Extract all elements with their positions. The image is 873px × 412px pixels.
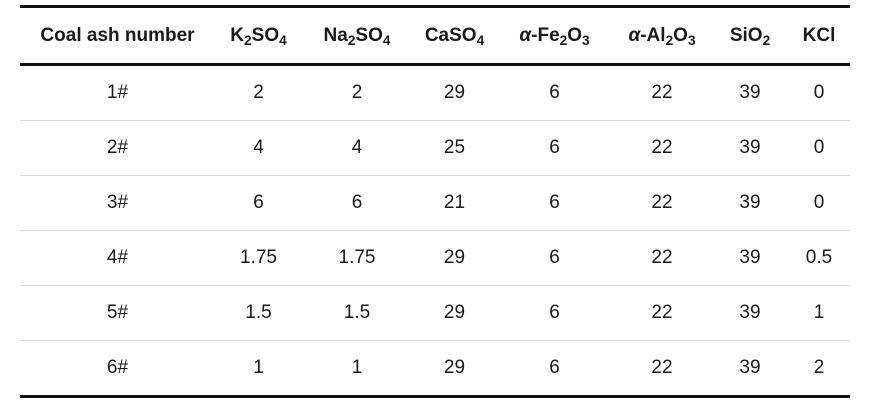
table-row: 6# 1 1 29 6 22 39 2: [20, 340, 850, 397]
cell-na2so4: 1: [351, 357, 363, 378]
cell-al2o3: 22: [651, 137, 673, 158]
cell-coal-ash-number: 4#: [106, 247, 129, 268]
cell-na2so4: 1.5: [343, 302, 371, 323]
cell-caso4: 29: [443, 302, 466, 323]
cell-al2o3: 22: [651, 247, 673, 268]
header-kcl: KCl: [802, 24, 836, 46]
header-caso4: CaSO4: [424, 24, 485, 48]
cell-coal-ash-number: 3#: [106, 192, 129, 213]
cell-kcl: 0.5: [805, 247, 833, 268]
cell-k2so4: 2: [253, 82, 264, 103]
cell-al2o3: 22: [651, 192, 673, 213]
cell-fe2o3: 6: [549, 302, 560, 323]
table-row: 4# 1.75 1.75 29 6 22 39 0.5: [20, 230, 850, 286]
cell-fe2o3: 6: [549, 137, 560, 158]
cell-na2so4: 4: [351, 137, 363, 158]
cell-coal-ash-number: 1#: [106, 82, 129, 103]
cell-fe2o3: 6: [549, 357, 560, 378]
cell-sio2: 39: [739, 302, 761, 323]
cell-sio2: 39: [739, 357, 761, 378]
cell-kcl: 2: [813, 357, 825, 378]
header-row: Coal ash number K2SO4 Na2SO4 CaSO4 α-Fe2…: [20, 6, 850, 65]
cell-al2o3: 22: [651, 302, 673, 323]
cell-coal-ash-number: 5#: [106, 302, 129, 323]
cell-k2so4: 4: [253, 137, 264, 158]
cell-caso4: 25: [443, 137, 466, 158]
header-sio2: SiO2: [729, 24, 771, 48]
cell-caso4: 29: [443, 357, 466, 378]
cell-na2so4: 1.75: [338, 247, 376, 268]
header-na2so4: Na2SO4: [323, 24, 391, 48]
cell-caso4: 29: [443, 247, 466, 268]
table-row: 1# 2 2 29 6 22 39 0: [20, 65, 850, 121]
cell-caso4: 21: [443, 192, 466, 213]
cell-fe2o3: 6: [549, 82, 560, 103]
coal-ash-composition-table: Coal ash number K2SO4 Na2SO4 CaSO4 α-Fe2…: [20, 5, 850, 398]
cell-kcl: 1: [813, 302, 825, 323]
cell-sio2: 39: [739, 247, 761, 268]
cell-kcl: 0: [813, 82, 825, 103]
header-k2so4: K2SO4: [230, 24, 287, 48]
cell-kcl: 0: [813, 192, 825, 213]
composition-table-container: Coal ash number K2SO4 Na2SO4 CaSO4 α-Fe2…: [20, 5, 850, 398]
table-row: 3# 6 6 21 6 22 39 0: [20, 175, 850, 231]
table-row: 2# 4 4 25 6 22 39 0: [20, 120, 850, 176]
cell-na2so4: 6: [351, 192, 363, 213]
header-alpha-al2o3: α-Al2O3: [628, 24, 696, 48]
table-row: 5# 1.5 1.5 29 6 22 39 1: [20, 285, 850, 341]
cell-k2so4: 1.75: [240, 247, 277, 268]
cell-caso4: 29: [443, 82, 466, 103]
cell-kcl: 0: [813, 137, 825, 158]
cell-sio2: 39: [739, 137, 761, 158]
header-alpha-fe2o3: α-Fe2O3: [519, 24, 590, 48]
cell-coal-ash-number: 2#: [106, 137, 129, 158]
table-body: 1# 2 2 29 6 22 39 0 2# 4 4 25 6 22 39 0 …: [20, 65, 850, 397]
cell-k2so4: 1: [253, 357, 264, 378]
cell-al2o3: 22: [651, 82, 673, 103]
cell-al2o3: 22: [651, 357, 673, 378]
cell-k2so4: 1.5: [245, 302, 272, 323]
cell-sio2: 39: [739, 192, 761, 213]
cell-fe2o3: 6: [549, 247, 560, 268]
cell-k2so4: 6: [253, 192, 264, 213]
cell-sio2: 39: [739, 82, 761, 103]
header-coal-ash-number: Coal ash number: [40, 24, 195, 46]
cell-fe2o3: 6: [549, 192, 560, 213]
cell-na2so4: 2: [351, 82, 363, 103]
cell-coal-ash-number: 6#: [106, 357, 129, 378]
